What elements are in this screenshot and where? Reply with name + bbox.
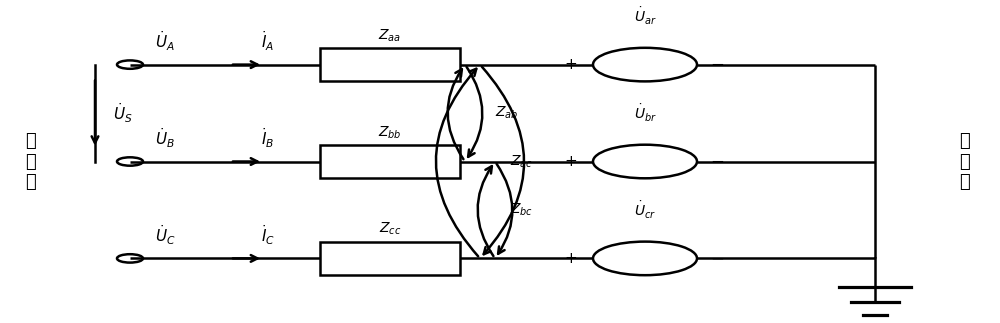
FancyArrowPatch shape: [478, 166, 493, 256]
FancyArrowPatch shape: [448, 69, 463, 159]
Text: $\dot{U}_{ar}$: $\dot{U}_{ar}$: [634, 6, 656, 27]
Text: $\dot{I}_A$: $\dot{I}_A$: [261, 30, 275, 53]
Text: $\dot{U}_C$: $\dot{U}_C$: [155, 224, 175, 247]
FancyArrowPatch shape: [497, 164, 512, 254]
Text: $\dot{U}_S$: $\dot{U}_S$: [113, 101, 133, 125]
Text: +: +: [565, 154, 577, 169]
FancyArrowPatch shape: [467, 67, 482, 157]
Text: $\dot{U}_{cr}$: $\dot{U}_{cr}$: [634, 200, 656, 221]
Text: $Z_{ac}$: $Z_{ac}$: [510, 153, 533, 170]
Text: +: +: [565, 57, 577, 72]
Text: 配
合
端: 配 合 端: [960, 132, 970, 191]
Text: +: +: [565, 251, 577, 266]
Text: $\dot{U}_{br}$: $\dot{U}_{br}$: [634, 103, 656, 124]
Text: $Z_{cc}$: $Z_{cc}$: [379, 221, 401, 237]
Text: $Z_{aa}$: $Z_{aa}$: [378, 27, 402, 44]
Text: $Z_{ab}$: $Z_{ab}$: [495, 105, 518, 121]
FancyArrowPatch shape: [482, 67, 524, 254]
Text: −: −: [710, 56, 724, 74]
FancyArrowPatch shape: [436, 69, 478, 256]
Text: 测
量
端: 测 量 端: [25, 132, 35, 191]
Text: $\dot{U}_A$: $\dot{U}_A$: [155, 30, 175, 53]
Bar: [320, 145, 460, 178]
Text: $\dot{I}_C$: $\dot{I}_C$: [261, 224, 275, 247]
Text: $Z_{bb}$: $Z_{bb}$: [378, 124, 402, 141]
Text: −: −: [710, 249, 724, 267]
Bar: [320, 48, 460, 81]
Text: $\dot{U}_B$: $\dot{U}_B$: [155, 127, 175, 150]
Bar: [320, 242, 460, 275]
Text: −: −: [710, 152, 724, 171]
Text: $\dot{I}_B$: $\dot{I}_B$: [261, 127, 275, 150]
Text: $Z_{bc}$: $Z_{bc}$: [510, 202, 533, 218]
